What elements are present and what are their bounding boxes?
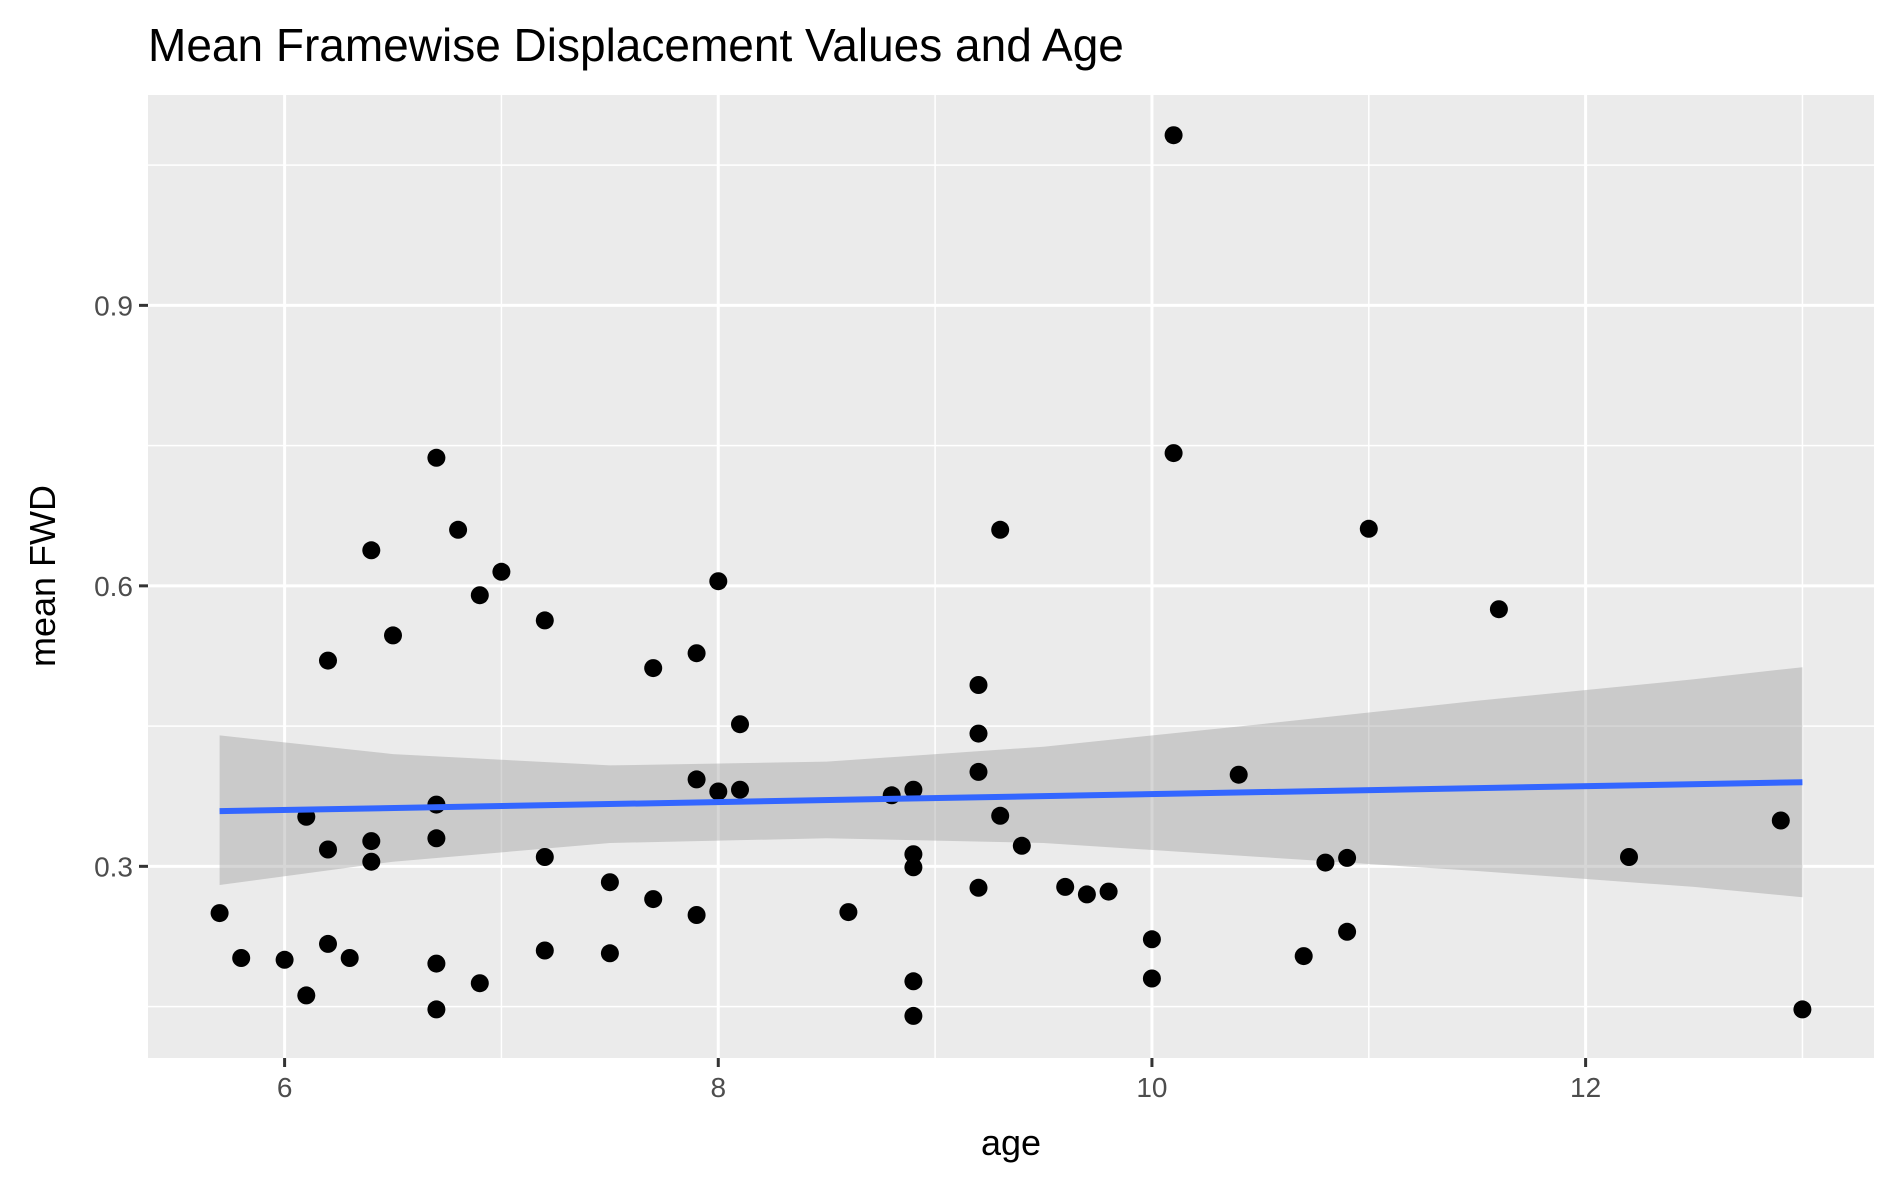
data-point xyxy=(1294,947,1313,966)
data-point xyxy=(384,626,402,645)
data-point xyxy=(991,520,1010,539)
x-tick-label: 6 xyxy=(277,1072,293,1103)
y-axis-title: mean FWD xyxy=(22,485,63,667)
fit-line xyxy=(219,779,1803,815)
data-point xyxy=(1620,848,1638,866)
y-tick-label: 0.3 xyxy=(94,851,133,882)
points-layer xyxy=(210,126,1812,1025)
axes-layer: 6 8 10 12 0.3 0.6 0.9 xyxy=(94,290,1601,1103)
data-point xyxy=(275,950,294,969)
data-point xyxy=(969,762,988,781)
data-point xyxy=(1142,930,1161,949)
chart-title: Mean Framewise Displacement Values and A… xyxy=(148,19,1124,71)
data-point xyxy=(644,659,663,678)
data-point xyxy=(687,906,706,924)
data-point xyxy=(1489,600,1508,619)
data-point xyxy=(1793,1000,1812,1019)
data-point xyxy=(709,572,728,591)
data-point xyxy=(1229,765,1248,784)
data-point xyxy=(1077,885,1096,904)
data-point xyxy=(319,840,337,859)
confidence-band-layer xyxy=(219,667,1803,898)
data-point xyxy=(362,541,381,560)
data-point xyxy=(1056,877,1075,896)
data-point xyxy=(535,941,554,960)
major-gridlines xyxy=(148,95,1874,1058)
data-point xyxy=(492,562,511,581)
data-point xyxy=(210,904,229,923)
data-point xyxy=(232,949,251,967)
x-tick-label: 10 xyxy=(1136,1072,1167,1103)
data-point xyxy=(731,715,749,734)
data-point xyxy=(600,944,619,963)
data-point xyxy=(427,1000,446,1019)
data-point xyxy=(839,903,858,922)
data-point xyxy=(904,1006,923,1025)
data-point xyxy=(904,845,923,864)
confidence-band xyxy=(219,667,1803,898)
x-tick-label: 8 xyxy=(710,1072,726,1103)
fit-line-layer xyxy=(219,779,1803,815)
data-point xyxy=(1316,853,1335,872)
data-point xyxy=(969,878,988,897)
data-point xyxy=(969,676,988,694)
data-point xyxy=(470,974,489,993)
data-point xyxy=(362,852,381,871)
data-point xyxy=(1164,444,1183,463)
x-tick-label: 12 xyxy=(1570,1072,1601,1103)
data-point xyxy=(427,954,446,973)
data-point xyxy=(1012,836,1031,855)
data-point xyxy=(362,832,381,851)
data-point xyxy=(600,873,619,892)
data-point xyxy=(1164,126,1183,145)
y-tick-label: 0.6 xyxy=(94,571,133,602)
data-point xyxy=(1359,519,1378,538)
data-point xyxy=(427,829,446,848)
data-point xyxy=(644,890,663,909)
y-tick-label: 0.9 xyxy=(94,290,133,321)
data-point xyxy=(319,651,337,670)
data-point xyxy=(731,780,749,799)
data-point xyxy=(297,986,316,1005)
data-point xyxy=(1771,811,1790,830)
data-point xyxy=(687,644,706,663)
data-point xyxy=(535,611,554,630)
data-point xyxy=(319,934,337,953)
data-point xyxy=(904,858,923,877)
plot-panel xyxy=(148,95,1874,1058)
data-point xyxy=(991,806,1010,825)
data-point xyxy=(1099,882,1118,901)
data-point xyxy=(470,586,489,605)
data-point xyxy=(427,448,446,467)
data-point xyxy=(535,848,554,866)
data-point xyxy=(904,780,923,799)
data-point xyxy=(1338,848,1357,867)
data-point xyxy=(1142,969,1161,988)
x-axis-title: age xyxy=(981,1122,1041,1163)
data-point xyxy=(969,724,988,743)
data-point xyxy=(340,949,359,967)
data-point xyxy=(904,972,923,991)
data-point xyxy=(687,770,706,789)
data-point xyxy=(449,520,468,539)
data-point xyxy=(1338,922,1357,941)
data-point xyxy=(709,782,728,801)
